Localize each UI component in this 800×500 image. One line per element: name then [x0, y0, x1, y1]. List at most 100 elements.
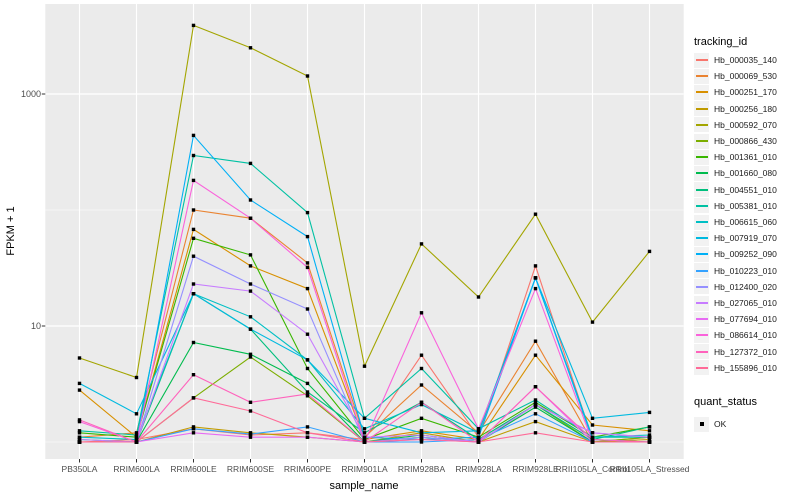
data-point	[533, 276, 538, 280]
legend-entry: Hb_000251_170	[694, 84, 777, 100]
x-axis-tick-labels: PB350LA RRIM600LA RRIM600LE RRIM600SE RRIM60…	[62, 464, 690, 474]
legend-key-line	[695, 302, 708, 304]
x-tick-label: RRII105LA_Control	[556, 464, 630, 474]
data-point	[476, 431, 481, 435]
legend-entry: Hb_005381_010	[694, 198, 777, 214]
data-point	[77, 381, 82, 386]
legend-key-line	[695, 269, 708, 272]
legend-key	[694, 246, 709, 262]
data-point	[191, 153, 196, 158]
data-point	[305, 74, 310, 78]
x-tick-label: RRIM928LE	[512, 464, 559, 474]
data-point	[248, 161, 253, 166]
data-point	[134, 435, 139, 439]
legend-entry: Hb_009252_090	[694, 246, 777, 262]
data-point	[248, 253, 253, 257]
axis-tick-marks	[41, 93, 650, 463]
data-point	[533, 212, 538, 216]
data-point	[77, 435, 82, 439]
data-point	[191, 133, 196, 138]
data-point	[305, 286, 310, 291]
legend-entry-label: Hb_004551_010	[714, 184, 777, 195]
data-point	[191, 208, 196, 212]
data-point	[362, 437, 367, 442]
legend-entry-label: Hb_077694_010	[714, 314, 777, 325]
data-point	[248, 400, 253, 404]
legend-key	[694, 311, 709, 327]
data-point	[191, 178, 196, 183]
data-point	[77, 429, 82, 433]
data-point	[191, 425, 196, 429]
legend-key	[694, 68, 709, 84]
data-point	[590, 416, 595, 420]
data-point	[248, 216, 253, 220]
quant-status-label: OK	[714, 419, 727, 429]
legend-key	[694, 279, 709, 295]
legend-key	[694, 165, 709, 181]
data-point	[647, 249, 652, 254]
data-point	[419, 242, 424, 246]
data-point	[647, 435, 652, 439]
data-point	[533, 339, 538, 343]
legend-entry: Hb_000256_180	[694, 101, 777, 117]
legend-title-quant-status: quant_status	[694, 396, 757, 408]
y-axis-title: FPKM + 1	[5, 206, 17, 255]
legend-entry: Hb_127372_010	[694, 344, 777, 360]
legend-entry: Hb_000592_070	[694, 117, 777, 133]
data-point	[590, 423, 595, 427]
data-point	[362, 440, 367, 444]
data-point	[248, 432, 253, 436]
data-point	[419, 402, 424, 407]
data-point	[647, 440, 652, 444]
data-point	[533, 402, 538, 407]
data-point	[419, 353, 424, 357]
legend-key-line	[695, 188, 708, 191]
data-point	[419, 400, 424, 404]
data-point	[191, 396, 196, 400]
data-point	[305, 392, 310, 396]
data-point	[248, 289, 253, 293]
legend-key	[694, 149, 709, 165]
data-point	[533, 353, 538, 357]
data-point	[77, 437, 82, 442]
x-tick-label: RRIM600PE	[284, 464, 332, 474]
data-point	[533, 412, 538, 416]
data-point	[77, 388, 82, 392]
data-point	[647, 425, 652, 429]
data-point	[419, 311, 424, 315]
data-point	[248, 282, 253, 286]
legend-entry-label: Hb_000035_140	[714, 55, 777, 65]
legend-key	[694, 198, 709, 214]
legend-key-line	[695, 253, 708, 256]
vertical-gridlines	[78, 4, 651, 459]
data-point	[476, 435, 481, 439]
data-point	[419, 429, 424, 433]
data-point	[305, 431, 310, 435]
data-point	[248, 327, 253, 331]
legend-key-line	[695, 350, 708, 353]
y-tick-label: 1000	[21, 89, 41, 99]
data-point	[305, 265, 310, 270]
legend-entry-label: Hb_006615_060	[714, 217, 777, 227]
legend-key	[694, 360, 709, 376]
legend-entry-label: Hb_086614_010	[714, 330, 777, 341]
data-point	[362, 364, 367, 368]
data-point	[533, 431, 538, 435]
data-point	[590, 431, 595, 435]
legend-key-line	[695, 59, 708, 61]
data-point	[77, 356, 82, 360]
data-point	[305, 358, 310, 362]
legend-key-line	[695, 172, 708, 175]
legend-entry-label: Hb_000256_180	[714, 103, 777, 114]
x-tick-label: RRIM600LA	[113, 464, 160, 474]
legend-key	[694, 117, 709, 133]
data-point	[248, 264, 253, 268]
legend-entry-label: Hb_027065_010	[714, 298, 777, 308]
data-point	[419, 433, 424, 437]
data-point	[248, 409, 253, 413]
data-point	[248, 352, 253, 356]
data-point	[191, 282, 196, 286]
data-point	[590, 437, 595, 442]
data-point	[362, 416, 367, 420]
